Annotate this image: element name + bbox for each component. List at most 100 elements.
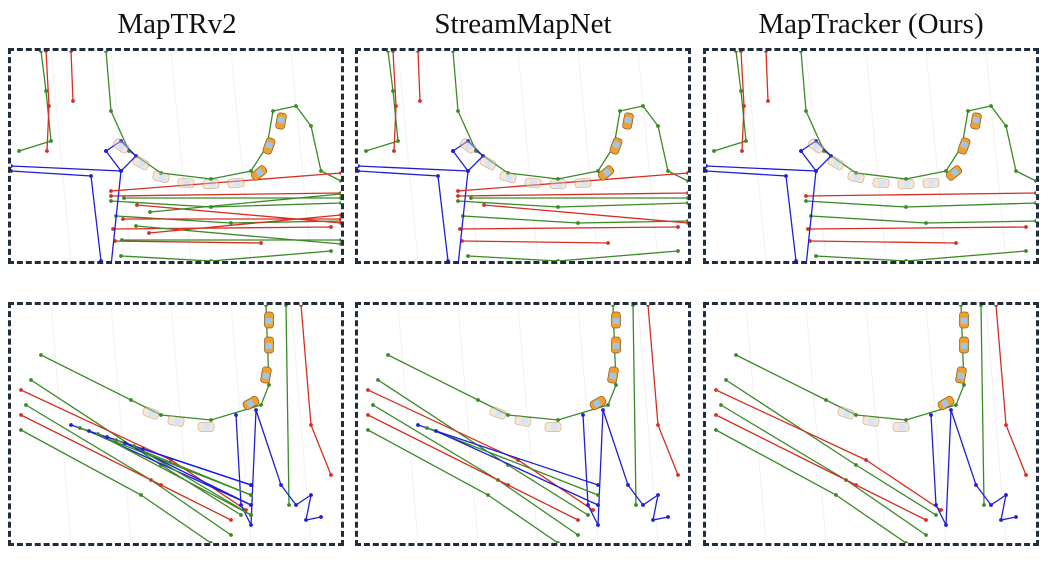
vehicle-body (152, 170, 170, 184)
vehicle-window (904, 180, 910, 188)
noisy-prediction-vertex (121, 217, 125, 221)
lane-divider-vertex (742, 104, 746, 108)
ped-crossing (235, 409, 322, 528)
ego-vehicle (959, 336, 969, 354)
ego-trail-vehicle (112, 138, 130, 154)
vehicle-body (499, 170, 517, 184)
vehicle-body (847, 170, 865, 184)
ped-crossing-vertex (974, 483, 978, 487)
road-boundary-vertex (712, 149, 716, 153)
lane-divider-vertex (416, 51, 420, 53)
lane-divider-vertex (714, 388, 718, 392)
road-boundary-vertex (904, 418, 908, 422)
lane-divider-vertex (1024, 473, 1028, 477)
vehicle-window (941, 399, 949, 408)
road-boundary-vertex (476, 398, 480, 402)
lane-divider-vertex (854, 483, 858, 487)
ego-vehicle (611, 336, 621, 354)
grid-line (517, 51, 539, 261)
road-boundary-vertex (364, 149, 368, 153)
map-drawing (714, 305, 1028, 543)
ego-trail-vehicle (807, 138, 825, 154)
lane-divider (807, 226, 1027, 230)
vehicle-window (255, 168, 264, 177)
road-boundary-vertex (611, 305, 615, 307)
vehicle-window (612, 343, 620, 349)
ego-vehicle (264, 336, 274, 354)
ped-crossing-vertex (234, 413, 238, 417)
lane-divider (765, 51, 769, 102)
road-boundary-vertex (739, 89, 743, 93)
ped-crossing-vertex (666, 515, 670, 519)
road-boundary-vertex (386, 353, 390, 357)
road-boundary (980, 305, 985, 506)
ped-crossing-vertex (626, 483, 630, 487)
ped-crossing-vertex (706, 169, 708, 173)
grid-line (50, 51, 72, 261)
noisy-prediction-vertex (339, 242, 341, 246)
grid-line (290, 51, 312, 261)
vehicle-window (233, 179, 241, 187)
lane-divider (114, 240, 262, 244)
lane-divider-vertex (394, 104, 398, 108)
lane-divider-vertex (45, 149, 49, 153)
lane-divider-vertex (939, 508, 943, 512)
road-boundary (452, 51, 688, 182)
road-boundary-vertex (209, 418, 213, 422)
road-boundary-vertex (119, 254, 123, 258)
lane-divider-vertex (229, 518, 233, 522)
vehicle-body (202, 179, 220, 189)
vehicle-window (928, 179, 936, 187)
grid-line (745, 305, 767, 543)
road-boundary-vertex (159, 171, 163, 175)
road-boundary-vertex (744, 139, 748, 143)
grid-line (50, 305, 72, 543)
vehicle-window (530, 179, 538, 187)
noisy-prediction-vertex (134, 224, 138, 228)
vehicle-window (957, 372, 965, 380)
grid-line (110, 51, 132, 261)
road-boundary-vertex (1024, 249, 1028, 253)
road-boundary-vertex (686, 201, 688, 205)
ped-crossing-vertex (309, 493, 313, 497)
road-boundary-vertex (734, 51, 738, 53)
vehicle-window (972, 116, 980, 124)
road-boundary-vertex (614, 383, 618, 387)
lane-divider-vertex (329, 473, 333, 477)
ped-crossing-vertex (829, 154, 833, 158)
road-boundary-vertex (339, 179, 341, 183)
road-boundary-vertex (486, 493, 490, 497)
ego-trail-vehicle (892, 422, 910, 432)
road-boundary-vertex (39, 353, 43, 357)
road-boundary-vertex (556, 418, 560, 422)
ped-crossing-vertex (99, 259, 103, 261)
noisy-prediction-vertex (686, 196, 688, 200)
ego-vehicle (945, 165, 963, 181)
ego-trail-vehicle (202, 179, 220, 189)
noisy-prediction (136, 204, 341, 224)
road-boundary-vertex (714, 428, 718, 432)
noisy-prediction-vertex (596, 483, 600, 487)
lane-divider (367, 389, 594, 511)
column-title-streammapnet: StreamMapNet (434, 8, 612, 40)
ped-crossing-vertex (239, 503, 243, 507)
map-drawing (706, 51, 1036, 261)
grid-line (985, 305, 1007, 543)
ego-vehicle (607, 366, 619, 384)
ego-trail-vehicle (574, 177, 592, 189)
road-boundary-vertex (854, 463, 858, 467)
road-boundary-vertex (924, 533, 928, 537)
noisy-prediction-vertex (425, 426, 429, 430)
road-boundary-vertex (586, 513, 590, 517)
ped-crossing-vertex (586, 503, 590, 507)
ped-crossing-vertex (794, 259, 798, 261)
noisy-prediction-vertex (87, 429, 91, 433)
vehicle-body (112, 138, 130, 154)
ped-crossing-vertex (358, 164, 360, 168)
road-boundary-vertex (641, 104, 645, 108)
ped-crossing-vertex (641, 503, 645, 507)
noisy-prediction-vertex (339, 238, 341, 242)
road-boundary-vertex (371, 403, 375, 407)
grid-line (637, 51, 659, 261)
road-boundary-vertex (634, 503, 638, 507)
